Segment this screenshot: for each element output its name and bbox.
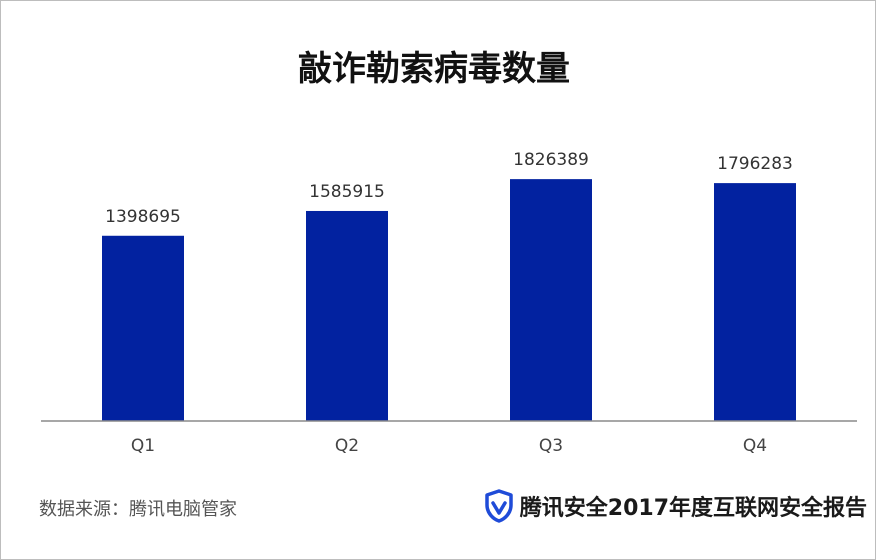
x-tick-label-q4: Q4: [743, 436, 767, 456]
value-label-q2: 1585915: [309, 182, 385, 202]
data-source-note: 数据来源：腾讯电脑管家: [39, 499, 237, 520]
value-label-q3: 1826389: [513, 150, 589, 170]
value-label-q4: 1796283: [717, 154, 793, 174]
shield-icon: [485, 489, 513, 523]
x-tick-label-q3: Q3: [539, 436, 563, 456]
x-tick-label-q1: Q1: [131, 436, 155, 456]
bar-q2: [306, 210, 388, 421]
bar-q3: [510, 179, 592, 421]
x-tick-label-q2: Q2: [335, 436, 359, 456]
chart-title: 敲诈勒索病毒数量: [298, 49, 570, 89]
brand-banner: 腾讯安全2017年度互联网安全报告: [484, 489, 867, 523]
value-label-q1: 1398695: [105, 207, 181, 227]
brand-text: 腾讯安全2017年度互联网安全报告: [519, 496, 867, 521]
bar-q4: [714, 183, 796, 421]
bar-q1: [102, 235, 184, 421]
